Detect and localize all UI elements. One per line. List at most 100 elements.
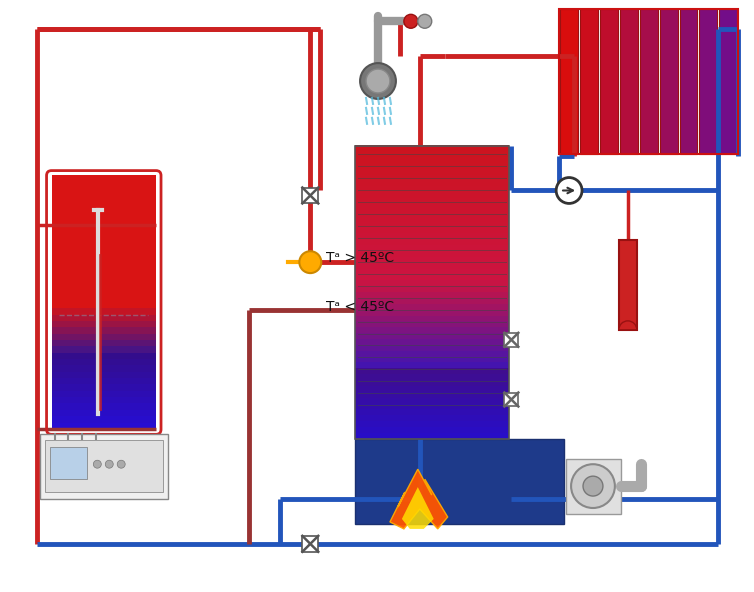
Bar [355,151,510,157]
Bar [355,345,510,351]
Bar [504,392,518,407]
Bar [355,321,510,328]
Bar [51,295,156,303]
Bar [51,308,156,315]
Bar [51,410,156,417]
Circle shape [93,460,101,468]
Bar [355,239,510,246]
Bar [355,146,510,439]
Circle shape [404,14,418,28]
Bar [355,410,510,416]
Bar [355,198,510,204]
Bar [559,9,738,154]
Bar [51,384,156,391]
Bar [51,378,156,385]
Bar [51,404,156,410]
Bar [51,353,156,359]
Bar [51,188,156,195]
Bar [355,181,510,187]
Bar [619,240,637,330]
Bar [355,204,510,210]
Bar [700,9,717,154]
Text: Tᵃ > 45ºC: Tᵃ > 45ºC [326,251,394,265]
Bar [355,427,510,433]
Bar [504,333,518,347]
Bar [355,269,510,275]
Bar [355,163,510,169]
Bar [355,227,510,234]
Text: Tᵃ < 45ºC: Tᵃ < 45ºC [326,300,394,314]
Bar [51,194,156,201]
Bar [51,289,156,296]
Bar [51,258,156,265]
Bar [355,175,510,181]
Bar [51,175,156,182]
Circle shape [571,464,615,508]
Bar [51,181,156,188]
Bar [355,275,510,281]
Bar [355,157,510,163]
Bar [51,232,156,239]
Bar [51,239,156,245]
Bar [51,270,156,277]
Circle shape [299,251,321,273]
Bar [355,215,510,222]
Bar [51,226,156,233]
Bar [355,327,510,334]
Bar [355,251,510,258]
Bar [51,346,156,353]
Bar [51,315,156,321]
Polygon shape [390,469,448,529]
Bar [355,310,510,316]
Bar [639,9,657,154]
Bar [355,298,510,304]
Bar [355,368,510,375]
Circle shape [117,460,125,468]
Bar [355,398,510,404]
Bar [600,9,618,154]
Bar [566,459,621,514]
Bar [51,423,156,429]
Bar [51,264,156,271]
Bar [51,321,156,328]
Bar [355,304,510,310]
Bar [355,339,510,345]
Bar [660,9,678,154]
Bar [51,359,156,366]
Bar [51,245,156,252]
Bar [355,356,510,363]
Bar [355,404,510,410]
Bar [679,9,697,154]
Bar [355,439,564,524]
Bar [51,391,156,398]
Bar [51,340,156,347]
Bar [51,251,156,258]
Bar [355,192,510,198]
Polygon shape [402,487,434,529]
Bar [355,186,510,192]
Bar [355,392,510,398]
Bar [51,327,156,334]
Bar [51,397,156,404]
Bar [355,433,510,439]
Bar [355,263,510,269]
Bar [355,374,510,381]
Bar [50,448,87,479]
Circle shape [106,460,113,468]
Bar [51,276,156,284]
Bar [355,362,510,369]
Bar [40,435,168,499]
Bar [355,221,510,228]
Bar [355,416,510,422]
Bar [51,372,156,379]
Bar [355,145,510,152]
Bar [355,233,510,240]
Bar [719,9,737,154]
Bar [355,333,510,339]
Bar [51,213,156,220]
Bar [51,220,156,226]
Circle shape [583,476,603,496]
Bar [355,386,510,392]
Bar [302,188,318,204]
Bar [355,380,510,387]
